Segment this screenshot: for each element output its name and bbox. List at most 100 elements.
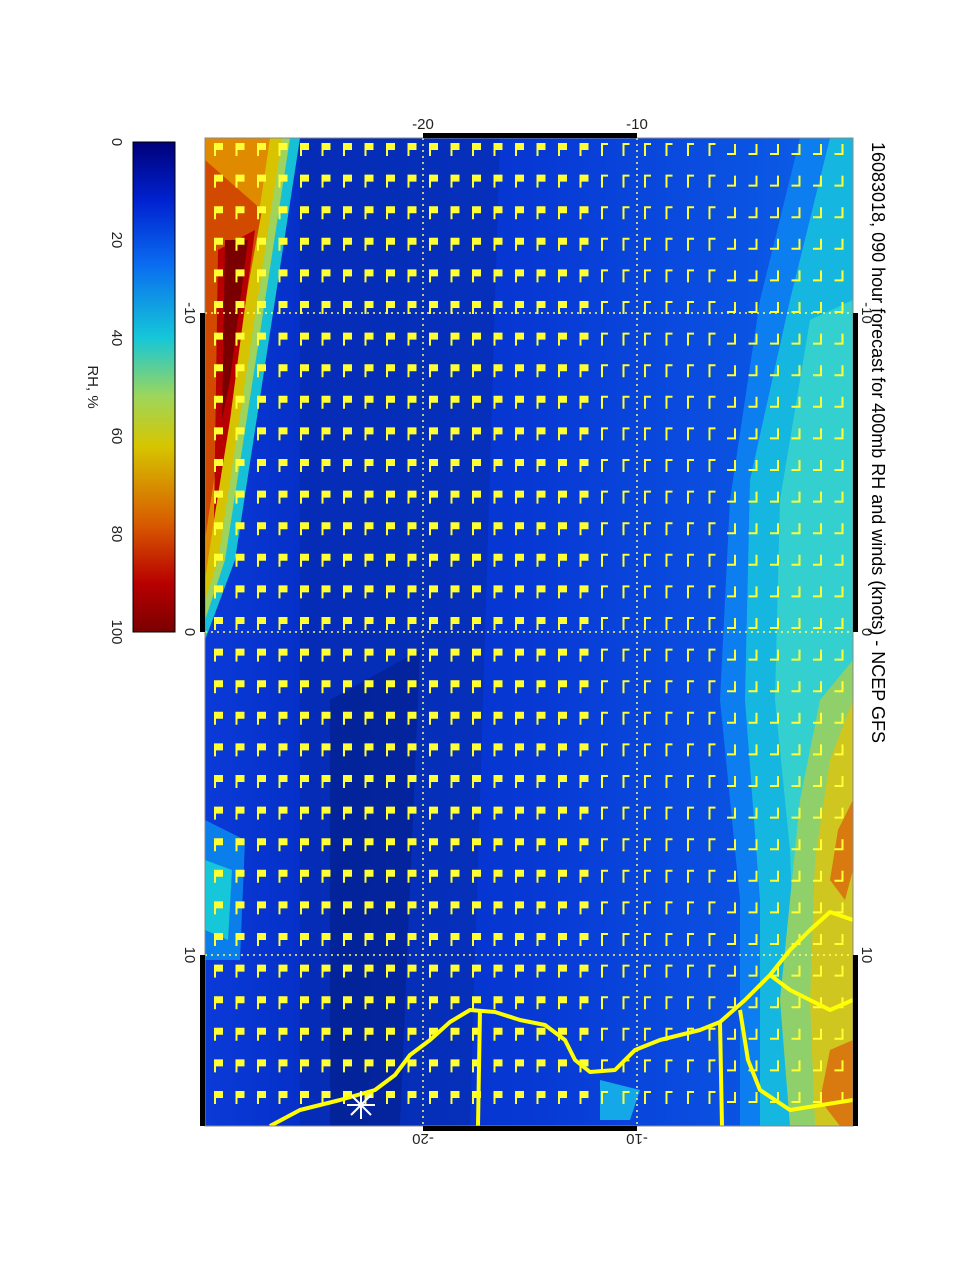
wind-barb [558, 522, 567, 536]
wind-barb [257, 1059, 266, 1073]
wind-barb [644, 775, 651, 788]
wind-barb [235, 553, 245, 567]
wind-barb [300, 364, 309, 378]
wind-barb [727, 270, 736, 282]
wind-barb [579, 237, 589, 251]
wind-barb [708, 269, 716, 283]
wind-barb [834, 491, 844, 503]
wind-barb [601, 459, 608, 472]
wind-barb [515, 996, 524, 1010]
wind-barb [791, 365, 801, 377]
wind-barb [665, 711, 673, 725]
wind-barb [278, 553, 288, 567]
wind-barb [472, 680, 481, 694]
wind-barb [644, 901, 651, 915]
wind-barb [407, 680, 417, 694]
wind-barb [493, 869, 503, 883]
wind-barb [813, 681, 822, 693]
wind-barb [386, 174, 395, 188]
wind-barb [708, 996, 716, 1010]
wind-barb [515, 585, 524, 599]
wind-barb [687, 364, 694, 378]
wind-barb [601, 933, 608, 946]
wind-barb [748, 302, 758, 313]
wind-barb [278, 996, 288, 1010]
wind-barb [665, 806, 673, 820]
wind-barb [644, 869, 651, 883]
wind-barb [343, 648, 352, 662]
wind-barb [321, 585, 331, 599]
wind-barb [343, 522, 352, 536]
wind-barb [834, 839, 844, 851]
coastline [269, 910, 853, 1126]
wind-barb [536, 869, 546, 883]
wind-barb [300, 901, 309, 915]
wind-barb [364, 617, 374, 630]
wind-barb [450, 364, 460, 378]
wind-barb [665, 237, 673, 251]
wind-barb [791, 965, 801, 977]
wind-barb [579, 490, 589, 504]
wind-barb [343, 269, 352, 283]
wind-barb [472, 775, 481, 788]
wind-barb [300, 1091, 309, 1104]
wind-barb [748, 175, 758, 187]
wind-barb [321, 1027, 331, 1041]
wind-barb [727, 491, 736, 503]
wind-barb [834, 1028, 844, 1040]
wind-barb [770, 870, 779, 882]
wind-barb [493, 395, 503, 409]
wind-barb [278, 680, 288, 694]
wind-barb [834, 1060, 844, 1072]
wind-barb [364, 869, 374, 883]
wind-barb [472, 869, 481, 883]
wind-barb [429, 427, 438, 441]
wind-barb [579, 806, 589, 820]
wind-barb [343, 996, 352, 1010]
wind-barb [813, 965, 822, 977]
wind-barb [257, 301, 266, 314]
wind-barb [493, 711, 503, 725]
wind-barb [278, 269, 288, 283]
wind-barb [813, 428, 822, 440]
wind-barb [687, 301, 694, 314]
wind-barb [493, 364, 503, 378]
wind-barb [834, 934, 844, 945]
wind-barb [622, 1027, 630, 1041]
wind-barb [644, 395, 651, 409]
wind-barb [579, 553, 589, 567]
wind-barb [536, 459, 546, 472]
wind-barb [748, 618, 758, 629]
wind-barb [300, 553, 309, 567]
wind-barb [770, 681, 779, 693]
wind-barb [321, 775, 331, 788]
wind-barb [321, 553, 331, 567]
wind-barb [579, 933, 589, 946]
wind-barb [364, 711, 374, 725]
wind-barb [622, 680, 630, 694]
wind-barb [687, 775, 694, 788]
wind-barb [791, 902, 801, 914]
wind-barb [364, 901, 374, 915]
wind-barb [748, 712, 758, 724]
wind-barb [601, 301, 608, 314]
wind-barb [579, 301, 589, 314]
wind-barb [364, 490, 374, 504]
wind-barb [386, 332, 395, 346]
wind-barb [364, 1027, 374, 1041]
wind-barb [644, 459, 651, 472]
wind-barb [558, 585, 567, 599]
wind-barb [770, 270, 779, 282]
wind-barb [257, 427, 266, 441]
wind-barb [235, 996, 245, 1010]
wind-barb [386, 838, 395, 852]
wind-barb [493, 680, 503, 694]
wind-barb [622, 964, 630, 978]
wind-barb [343, 617, 352, 630]
wind-barb [407, 269, 417, 283]
wind-barb [558, 459, 567, 472]
wind-barb [343, 775, 352, 788]
top-tick-label: -20 [412, 116, 434, 133]
wind-barb [748, 396, 758, 408]
wind-barb [407, 237, 417, 251]
